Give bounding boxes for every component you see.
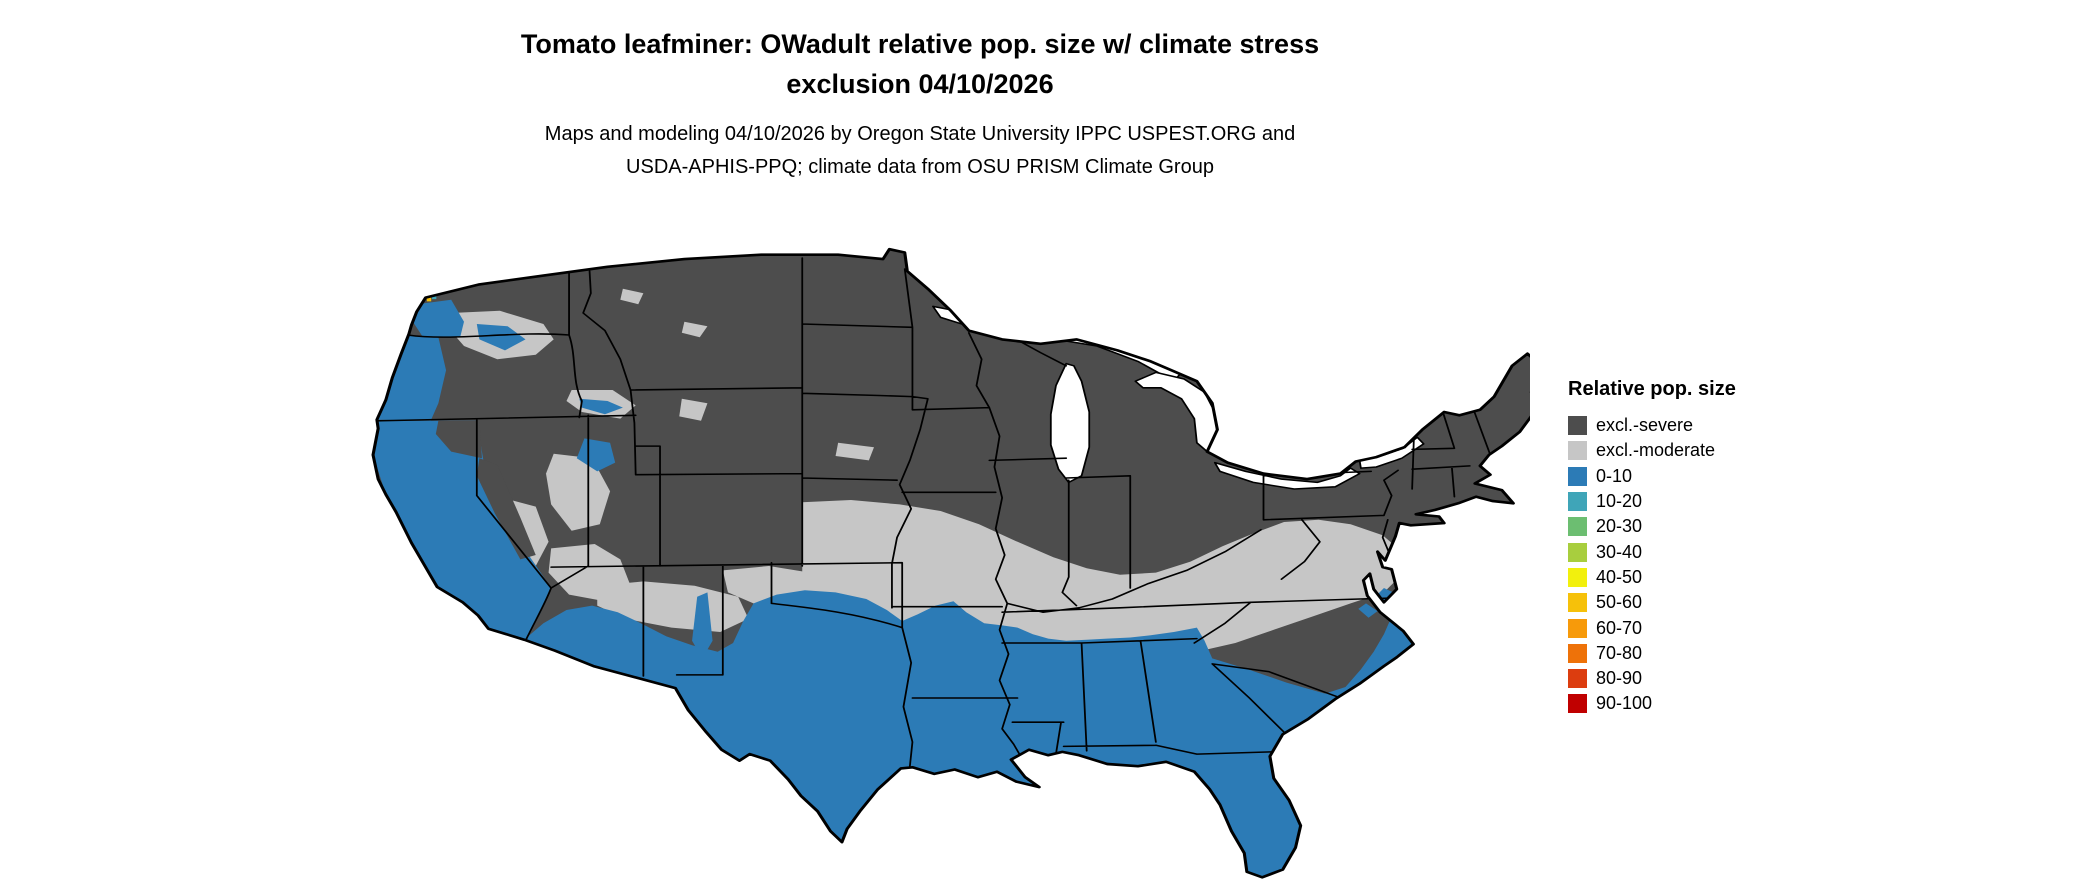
legend-title: Relative pop. size xyxy=(1568,378,1736,400)
legend-swatch-10-20 xyxy=(1568,492,1587,512)
map-subtitle: Maps and modeling 04/10/2026 by Oregon S… xyxy=(0,118,1840,184)
legend-swatch-60-70 xyxy=(1568,618,1587,638)
legend-swatch-40-50 xyxy=(1568,567,1587,587)
legend-item: 20-30 xyxy=(1568,514,1868,539)
legend-swatch-50-60 xyxy=(1568,593,1587,613)
legend-item: 60-70 xyxy=(1568,615,1868,640)
legend-label: 0-10 xyxy=(1596,465,1633,486)
lake-michigan xyxy=(1049,362,1091,484)
us-map-figure xyxy=(300,225,1542,885)
legend-swatch-80-90 xyxy=(1568,669,1587,689)
legend-swatch-90-100 xyxy=(1568,694,1587,714)
legend-label: 70-80 xyxy=(1596,642,1643,663)
legend-swatch-70-80 xyxy=(1568,643,1587,663)
legend-label: 40-50 xyxy=(1596,566,1643,587)
legend-label: excl.-severe xyxy=(1596,415,1694,436)
map-title: Tomato leafminer: OWadult relative pop. … xyxy=(0,24,1840,104)
legend-label: excl.-moderate xyxy=(1596,440,1716,461)
legend-item: 30-40 xyxy=(1568,539,1868,564)
legend-item: 0-10 xyxy=(1568,464,1868,489)
legend-item: 50-60 xyxy=(1568,590,1868,615)
legend-swatch-30-40 xyxy=(1568,542,1587,562)
legend-label: 20-30 xyxy=(1596,516,1643,537)
lake-erie xyxy=(1213,461,1361,490)
legend-swatch-0-10 xyxy=(1568,466,1587,486)
title-line-2: exclusion 04/10/2026 xyxy=(786,69,1054,99)
title-line-1: Tomato leafminer: OWadult relative pop. … xyxy=(520,29,1320,59)
us-map-svg xyxy=(371,247,1542,879)
legend-item: 90-100 xyxy=(1568,691,1868,716)
legend-label: 50-60 xyxy=(1596,592,1643,613)
legend-item: excl.-severe xyxy=(1568,413,1868,438)
subtitle-line-1: Maps and modeling 04/10/2026 by Oregon S… xyxy=(544,123,1296,145)
legend-swatch-20-30 xyxy=(1568,517,1587,537)
legend-label: 90-100 xyxy=(1596,693,1653,714)
legend-label: 60-70 xyxy=(1596,617,1643,638)
region-pop-0-10-west xyxy=(373,299,713,659)
legend-label: 10-20 xyxy=(1596,491,1643,512)
legend-item: excl.-moderate xyxy=(1568,438,1868,463)
region-excl-severe-california-mountains xyxy=(435,420,536,560)
legend-label: 80-90 xyxy=(1596,668,1643,689)
state-borders xyxy=(375,257,1492,767)
legend-swatch-excl-severe xyxy=(1568,416,1587,436)
legend-item: 40-50 xyxy=(1568,565,1868,590)
legend: Relative pop. size excl.-severe excl.-mo… xyxy=(1568,378,1868,717)
subtitle-line-2: USDA-APHIS-PPQ; climate data from OSU PR… xyxy=(626,156,1214,178)
legend-item: 80-90 xyxy=(1568,666,1868,691)
legend-swatch-excl-moderate xyxy=(1568,441,1587,461)
legend-item: 10-20 xyxy=(1568,489,1868,514)
legend-item: 70-80 xyxy=(1568,641,1868,666)
legend-label: 30-40 xyxy=(1596,541,1643,562)
